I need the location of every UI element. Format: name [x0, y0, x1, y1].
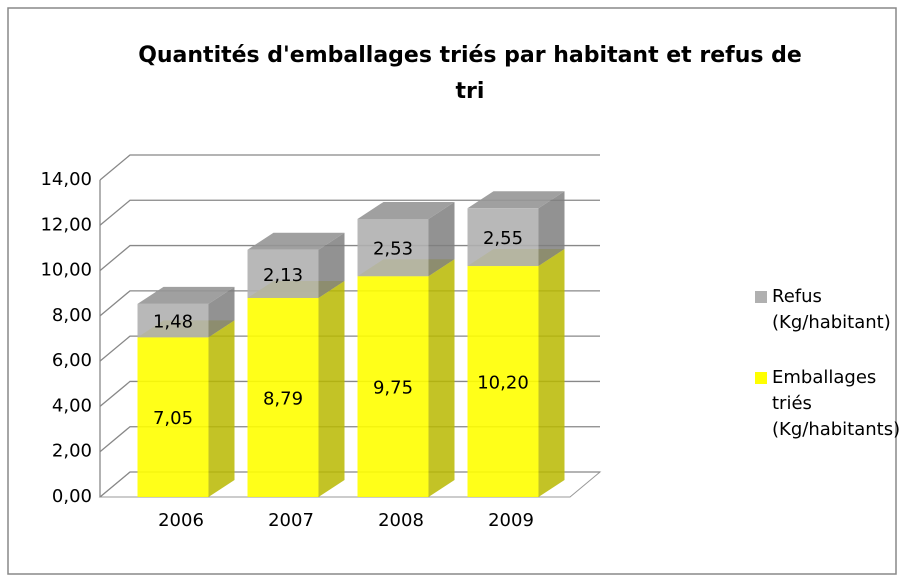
x-tick-label: 2008 [378, 510, 424, 531]
bar [467, 208, 539, 267]
bar [137, 337, 209, 497]
x-tick-label: 2006 [158, 510, 204, 531]
bar [247, 297, 319, 497]
bar-side [538, 191, 565, 267]
bar-top [247, 232, 345, 250]
legend-label: Refus (Kg/habitant) [772, 286, 891, 333]
y-tick-label: 6,00 [52, 350, 92, 371]
legend-swatch [755, 291, 767, 303]
data-label: 10,20 [477, 373, 529, 394]
bar-top [357, 201, 455, 219]
bar [247, 249, 319, 298]
y-tick-label: 2,00 [52, 441, 92, 462]
bar-side [318, 280, 345, 497]
y-tick-label: 12,00 [40, 214, 92, 235]
bar-top [137, 286, 235, 304]
bar [467, 266, 539, 497]
bar [357, 276, 429, 497]
bar [357, 218, 429, 277]
data-label: 7,05 [153, 408, 193, 429]
data-label: 9,75 [373, 378, 413, 399]
bar-top [467, 191, 565, 209]
bar-side [538, 249, 565, 497]
data-label: 1,48 [153, 312, 193, 333]
y-tick-label: 10,00 [40, 260, 92, 281]
chart-title: Quantités d'emballages triés par habitan… [138, 43, 802, 104]
bar-side [208, 286, 235, 338]
data-label: 2,13 [263, 265, 303, 286]
x-tick-label: 2007 [268, 510, 314, 531]
data-label: 2,53 [373, 239, 413, 260]
y-tick-label: 8,00 [52, 305, 92, 326]
bar-side [208, 320, 235, 497]
x-tick-label: 2009 [488, 510, 534, 531]
grid-line [99, 154, 600, 181]
data-label: 8,79 [263, 388, 303, 409]
bar-side [318, 232, 345, 298]
bar [137, 303, 209, 338]
bar-side [428, 259, 455, 497]
grid-line [99, 199, 600, 226]
y-tick-label: 14,00 [40, 169, 92, 190]
legend-swatch [755, 372, 767, 384]
y-tick-label: 0,00 [52, 486, 92, 507]
data-label: 2,55 [483, 228, 523, 249]
bar-side [428, 201, 455, 277]
y-tick-label: 4,00 [52, 395, 92, 416]
legend-label: Emballages triés (Kg/habitants) [772, 367, 901, 440]
